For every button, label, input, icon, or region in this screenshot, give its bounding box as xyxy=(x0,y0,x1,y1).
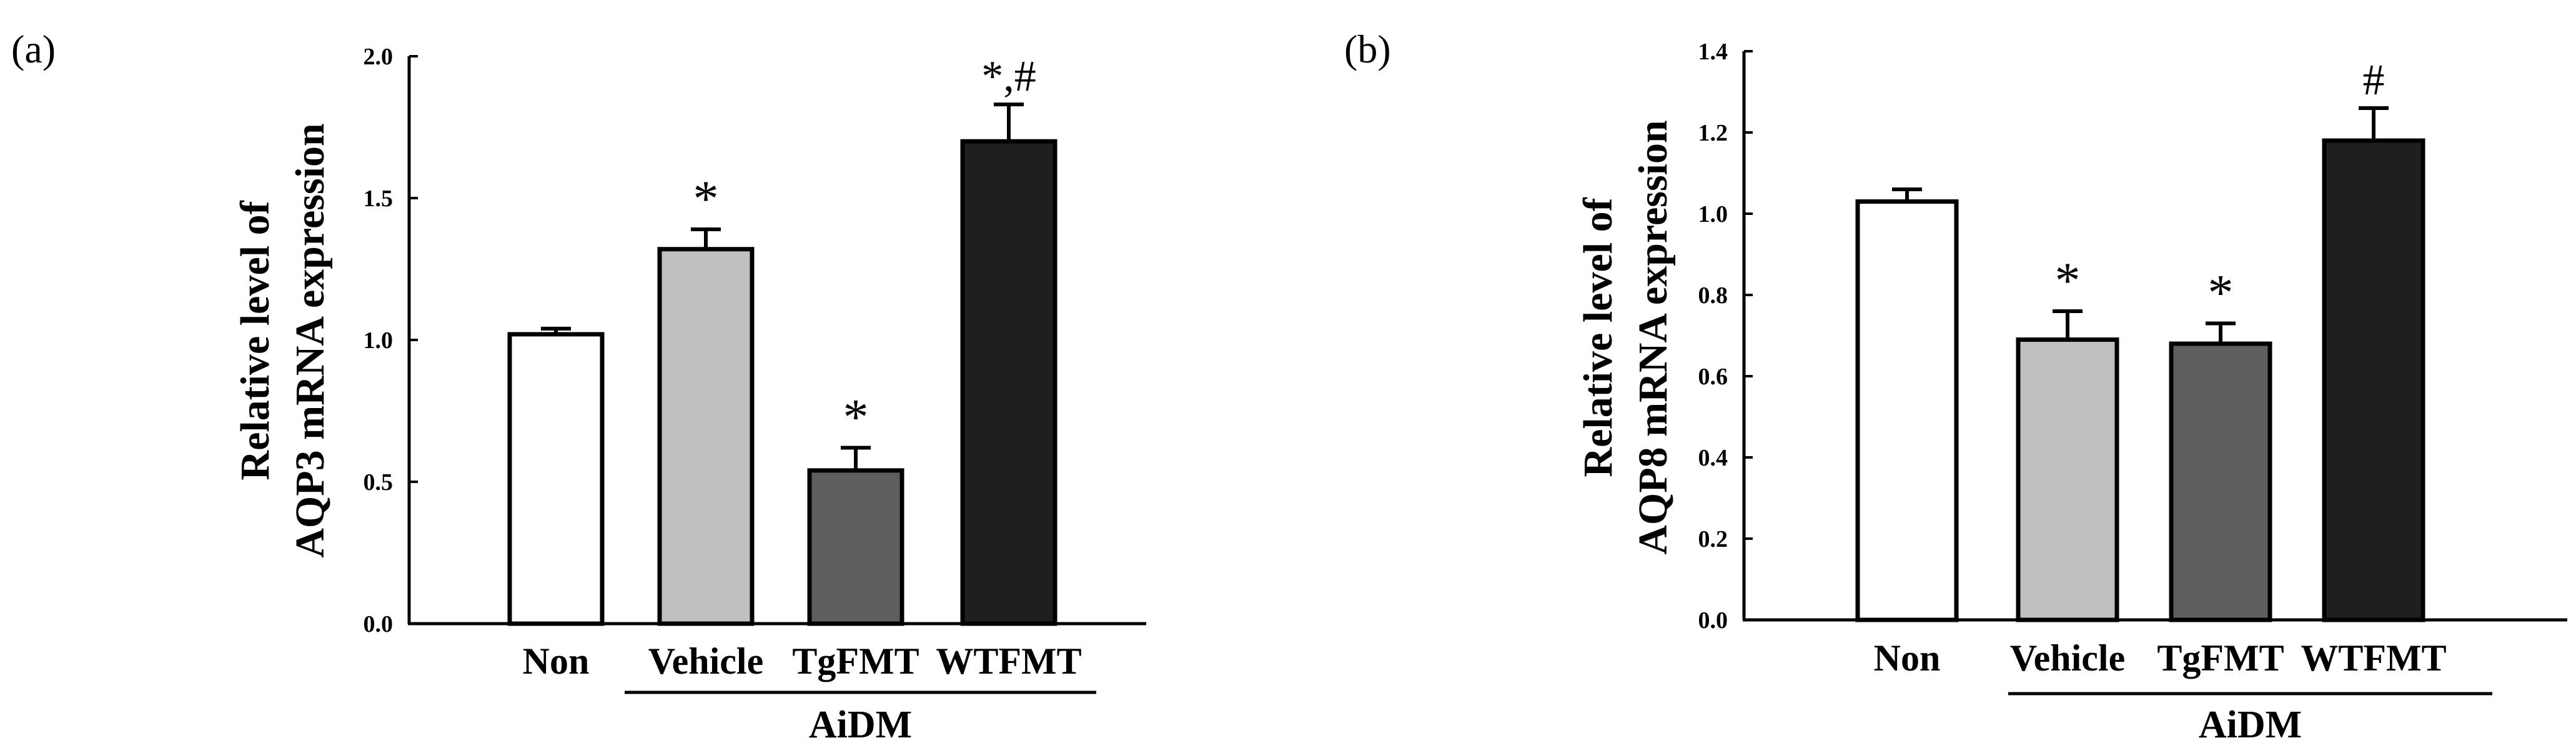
x-tick-label: Non xyxy=(523,641,590,682)
significance-marker: *,# xyxy=(981,52,1036,101)
y-axis-label: Relative level of xyxy=(232,200,278,480)
significance-marker: * xyxy=(693,170,719,227)
y-tick-label: 2.0 xyxy=(364,44,394,70)
significance-marker: # xyxy=(2363,56,2385,104)
y-tick-label: 0.0 xyxy=(364,611,394,637)
bar-non xyxy=(507,332,605,626)
significance-marker: * xyxy=(843,389,869,446)
y-tick-label: 0.4 xyxy=(1698,445,1728,471)
x-tick-label: Vehicle xyxy=(648,641,763,682)
y-tick-label: 0.0 xyxy=(1698,607,1728,634)
y-axis-label: Relative level of xyxy=(1575,197,1621,477)
y-tick-label: 1.4 xyxy=(1698,39,1728,65)
y-tick-label: 0.2 xyxy=(1698,526,1728,552)
bar-wtfmt xyxy=(2322,138,2425,622)
significance-marker: * xyxy=(2055,252,2081,309)
panel-b: (b) 0.0 0.2 0.4 0.6 0.8 1.0 1.2 1.4 Relative leve… xyxy=(1344,27,2567,746)
y-tick-label: 1.2 xyxy=(1698,120,1728,146)
x-tick-label: WTFMT xyxy=(936,641,1081,682)
x-tick-label: TgFMT xyxy=(792,641,919,682)
significance-marker: * xyxy=(2208,264,2234,321)
y-tick-label: 0.8 xyxy=(1698,282,1728,309)
group-label: AiDM xyxy=(809,704,912,746)
y-tick-label: 1.0 xyxy=(364,327,394,354)
y-tick-label: 0.5 xyxy=(364,469,394,496)
panel-label: (b) xyxy=(1344,27,1391,71)
bar-non xyxy=(1855,199,1959,622)
bar-vehicle xyxy=(657,247,755,626)
bar-wtfmt xyxy=(960,139,1058,626)
group-label: AiDM xyxy=(2199,704,2302,746)
bar-tgfmt xyxy=(2169,341,2272,622)
y-tick-label: 1.0 xyxy=(1698,201,1728,227)
y-tick-label: 1.5 xyxy=(364,186,394,212)
x-tick-label: WTFMT xyxy=(2301,637,2446,679)
y-axis-label: AQP8 mRNA expression xyxy=(1630,120,1676,554)
x-tick-label: Non xyxy=(1874,637,1941,679)
panel-label: (a) xyxy=(11,27,56,71)
x-tick-label: Vehicle xyxy=(2010,637,2125,679)
bar-vehicle xyxy=(2016,337,2119,622)
x-tick-label: TgFMT xyxy=(2157,637,2284,679)
panel-a: (a) 0.0 0.5 1.0 1.5 2.0 Relative level of AQP3 … xyxy=(11,27,1146,746)
bar-tgfmt xyxy=(807,468,904,626)
y-tick-label: 0.6 xyxy=(1698,364,1728,390)
y-axis-label: AQP3 mRNA expression xyxy=(287,123,333,557)
